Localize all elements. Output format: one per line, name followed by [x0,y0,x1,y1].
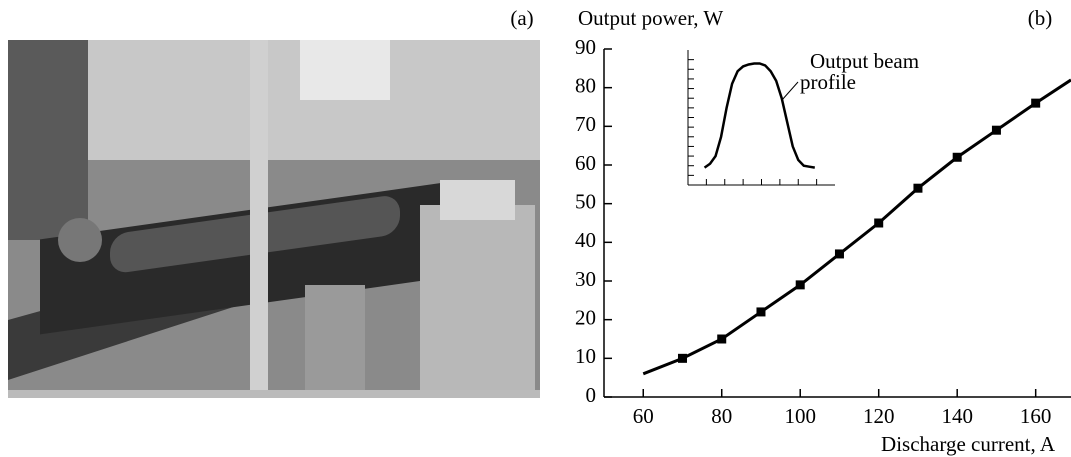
annotation-pointer [781,81,799,101]
marker [874,218,884,228]
marker [795,280,805,290]
x-tick-label: 140 [941,404,973,428]
y-tick-label: 40 [575,228,596,252]
marker [677,353,687,363]
y-tick-label: 10 [575,344,596,368]
curve [642,78,1071,376]
marker [717,334,727,344]
marker [913,183,923,193]
y-axis-title: Output power, W [578,6,723,30]
marker [756,307,766,317]
photo [8,40,540,398]
marker [834,249,844,259]
y-tick-label: 80 [575,73,596,97]
marker [1031,98,1041,108]
beam-profile [703,62,816,169]
y-tick-label: 30 [575,267,596,291]
x-tick-label: 100 [784,404,816,428]
annotation: Output beam [810,49,919,73]
marker [952,152,962,162]
x-tick-label: 120 [863,404,895,428]
x-tick-label: 60 [633,404,654,428]
y-tick-label: 0 [586,383,597,407]
y-tick-label: 50 [575,189,596,213]
y-tick-label: 20 [575,305,596,329]
x-tick-label: 160 [1020,404,1052,428]
y-tick-label: 70 [575,112,596,136]
x-axis-title: Discharge current, A [881,432,1056,456]
marker [991,125,1001,135]
y-tick-label: 90 [575,35,596,59]
annotation: profile [800,70,856,94]
panel-label: (a) [510,6,533,30]
y-tick-label: 60 [575,151,596,175]
panel-label: (b) [1028,6,1053,30]
x-tick-label: 80 [711,404,732,428]
